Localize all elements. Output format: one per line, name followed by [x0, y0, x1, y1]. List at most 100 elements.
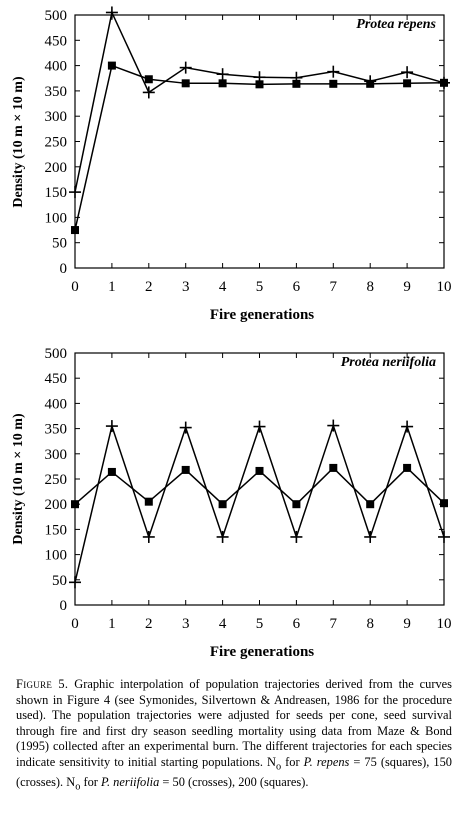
x-tick-label: 1	[108, 616, 116, 632]
plot-area: 0 50 100 150 200 250 300 350 400 450 500 0 1 2 3 4 5 6 7 8 9…	[45, 346, 452, 632]
cross-marker	[216, 68, 229, 81]
x-tick-label: 6	[293, 616, 301, 632]
figure-caption: Figure 5. Graphic interpolation of popul…	[16, 677, 452, 795]
cross-marker	[69, 576, 81, 589]
square-marker	[71, 500, 79, 509]
square-marker	[144, 497, 153, 506]
cross-marker	[179, 61, 192, 74]
cross-marker	[364, 530, 377, 543]
species-name: P. neriifolia	[101, 775, 160, 790]
cross-marker	[105, 420, 118, 433]
y-tick-label: 100	[45, 210, 68, 226]
y-tick-label: 300	[45, 447, 68, 463]
x-axis-label: Fire generations	[210, 307, 314, 323]
x-tick-label: 0	[71, 616, 79, 632]
cross-marker	[290, 71, 303, 84]
series-line-square	[74, 64, 445, 231]
square-marker	[107, 467, 116, 476]
caption-text: = 50 (crosses), 200 (squares).	[159, 775, 309, 790]
y-tick-label: 250	[45, 135, 68, 151]
x-tick-label: 4	[219, 616, 227, 632]
square-marker	[181, 465, 190, 474]
protea-repens-chart: Density (10 m × 10 m) Protea repens Fire…	[11, 6, 452, 323]
x-tick-label: 5	[256, 279, 264, 295]
x-tick-label: 2	[145, 616, 153, 632]
chart-title: Protea repens	[356, 17, 436, 32]
caption-text: for	[281, 754, 304, 769]
square-marker	[440, 499, 448, 508]
square-marker	[292, 500, 301, 509]
cross-marker	[290, 530, 303, 543]
cross-marker	[401, 66, 414, 79]
x-tick-label: 1	[108, 279, 116, 295]
x-tick-label: 10	[437, 616, 452, 632]
x-tick-label: 6	[293, 279, 301, 295]
y-tick-label: 0	[60, 598, 68, 614]
cross-marker	[253, 420, 266, 433]
y-axis-label: Density (10 m × 10 m)	[11, 413, 26, 545]
x-tick-label: 3	[182, 279, 190, 295]
y-tick-label: 150	[45, 185, 68, 201]
y-axis-label: Density (10 m × 10 m)	[11, 76, 26, 208]
y-tick-label: 50	[52, 236, 67, 252]
y-tick-label: 250	[45, 472, 68, 488]
x-axis-label: Fire generations	[210, 644, 314, 660]
x-tick-label: 7	[330, 616, 338, 632]
square-marker	[403, 463, 412, 472]
square-marker	[144, 75, 153, 84]
plot-area: 0 50 100 150 200 250 300 350 400 450 500 0 1 2 3 4 5 6 7 8 9…	[45, 6, 452, 295]
square-marker	[366, 500, 375, 509]
subscript: o	[75, 781, 81, 793]
figure-label: Figure 5.	[16, 677, 69, 691]
x-tick-label: 8	[366, 616, 374, 632]
cross-marker	[438, 76, 450, 89]
protea-neriifolia-chart: Density (10 m × 10 m) Protea neriifolia …	[11, 346, 452, 660]
x-tick-label: 5	[256, 616, 264, 632]
y-tick-label: 350	[45, 422, 68, 438]
y-tick-label: 300	[45, 109, 68, 125]
y-tick-label: 400	[45, 396, 68, 412]
cross-marker	[216, 530, 229, 543]
x-tick-label: 9	[403, 616, 411, 632]
cross-marker	[179, 421, 192, 434]
x-tick-label: 3	[182, 616, 190, 632]
y-tick-label: 450	[45, 371, 68, 387]
cross-marker	[142, 86, 155, 99]
x-tick-label: 7	[330, 279, 338, 295]
series-line-cross	[74, 10, 445, 193]
species-name: P. repens	[303, 754, 350, 769]
cross-marker	[105, 6, 118, 19]
y-tick-label: 200	[45, 497, 68, 513]
square-marker	[403, 79, 412, 88]
y-tick-label: 400	[45, 59, 68, 75]
square-marker	[218, 500, 227, 509]
y-tick-label: 200	[45, 160, 68, 176]
square-marker	[255, 466, 264, 475]
square-marker	[292, 79, 301, 88]
square-marker	[107, 61, 116, 70]
x-tick-label: 2	[145, 279, 153, 295]
square-marker	[181, 79, 190, 88]
x-tick-label: 10	[437, 279, 452, 295]
cross-marker	[142, 530, 155, 543]
y-tick-label: 0	[60, 261, 68, 277]
cross-marker	[401, 420, 414, 433]
cross-marker	[327, 65, 340, 78]
y-tick-label: 500	[45, 346, 68, 362]
square-marker	[218, 79, 227, 88]
y-tick-label: 150	[45, 522, 68, 538]
cross-marker	[253, 71, 266, 84]
y-tick-label: 500	[45, 8, 68, 24]
subscript: o	[275, 761, 282, 773]
caption-text: for	[80, 775, 102, 790]
y-tick-label: 450	[45, 33, 68, 49]
plot-frame	[74, 352, 445, 606]
cross-marker	[438, 530, 450, 543]
cross-marker	[327, 419, 340, 432]
x-tick-label: 4	[219, 279, 227, 295]
caption-text: = 75 (squares), 150 (crosses). N	[16, 754, 452, 790]
series-line-cross	[74, 423, 445, 583]
square-marker	[329, 79, 338, 88]
y-tick-label: 100	[45, 548, 68, 564]
caption-text: Graphic interpolation of population traj…	[16, 677, 452, 769]
